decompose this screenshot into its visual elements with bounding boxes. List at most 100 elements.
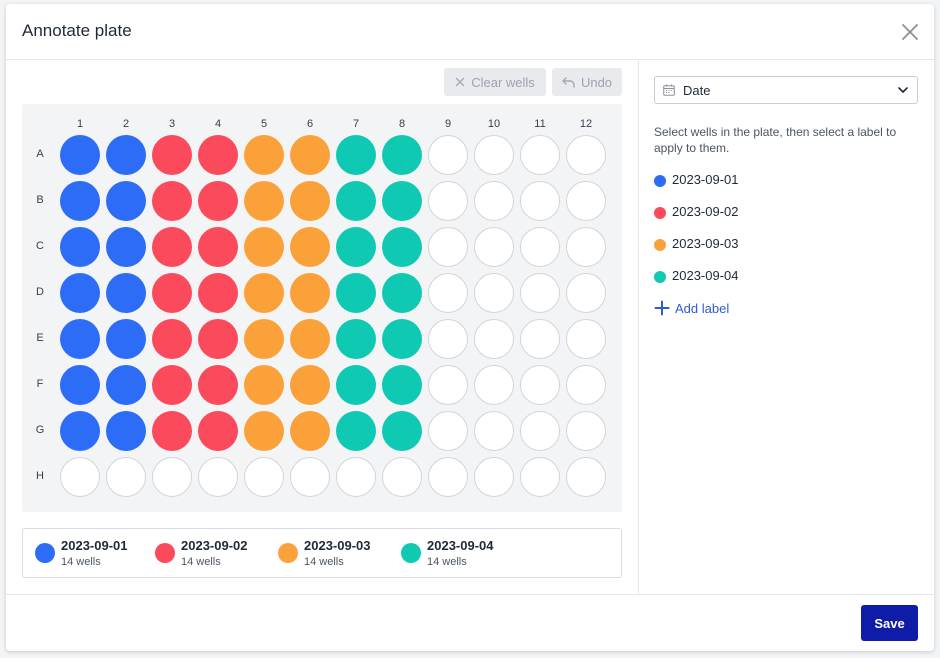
well-D9[interactable]	[428, 273, 468, 313]
well-E4[interactable]	[198, 319, 238, 359]
well-C11[interactable]	[520, 227, 560, 267]
well-B2[interactable]	[106, 181, 146, 221]
well-G9[interactable]	[428, 411, 468, 451]
well-B4[interactable]	[198, 181, 238, 221]
well-A10[interactable]	[474, 135, 514, 175]
well-E3[interactable]	[152, 319, 192, 359]
well-G6[interactable]	[290, 411, 330, 451]
well-G7[interactable]	[336, 411, 376, 451]
well-H12[interactable]	[566, 457, 606, 497]
well-E12[interactable]	[566, 319, 606, 359]
well-G11[interactable]	[520, 411, 560, 451]
add-label-button[interactable]: Add label	[654, 298, 729, 318]
well-C5[interactable]	[244, 227, 284, 267]
well-D7[interactable]	[336, 273, 376, 313]
well-G12[interactable]	[566, 411, 606, 451]
well-H4[interactable]	[198, 457, 238, 497]
well-A8[interactable]	[382, 135, 422, 175]
well-E10[interactable]	[474, 319, 514, 359]
well-G8[interactable]	[382, 411, 422, 451]
well-A2[interactable]	[106, 135, 146, 175]
well-A9[interactable]	[428, 135, 468, 175]
well-D6[interactable]	[290, 273, 330, 313]
well-D5[interactable]	[244, 273, 284, 313]
well-F6[interactable]	[290, 365, 330, 405]
close-button[interactable]	[900, 22, 920, 42]
well-F8[interactable]	[382, 365, 422, 405]
well-C4[interactable]	[198, 227, 238, 267]
well-B1[interactable]	[60, 181, 100, 221]
well-F9[interactable]	[428, 365, 468, 405]
well-C12[interactable]	[566, 227, 606, 267]
well-H10[interactable]	[474, 457, 514, 497]
well-D11[interactable]	[520, 273, 560, 313]
well-E11[interactable]	[520, 319, 560, 359]
well-E2[interactable]	[106, 319, 146, 359]
well-E5[interactable]	[244, 319, 284, 359]
well-C2[interactable]	[106, 227, 146, 267]
well-G10[interactable]	[474, 411, 514, 451]
well-F2[interactable]	[106, 365, 146, 405]
well-E8[interactable]	[382, 319, 422, 359]
well-F1[interactable]	[60, 365, 100, 405]
well-F5[interactable]	[244, 365, 284, 405]
well-B8[interactable]	[382, 181, 422, 221]
well-C3[interactable]	[152, 227, 192, 267]
undo-button[interactable]: Undo	[552, 68, 622, 96]
well-F7[interactable]	[336, 365, 376, 405]
well-E7[interactable]	[336, 319, 376, 359]
well-D8[interactable]	[382, 273, 422, 313]
well-D10[interactable]	[474, 273, 514, 313]
well-C1[interactable]	[60, 227, 100, 267]
well-H7[interactable]	[336, 457, 376, 497]
well-H3[interactable]	[152, 457, 192, 497]
well-A4[interactable]	[198, 135, 238, 175]
well-D4[interactable]	[198, 273, 238, 313]
well-C8[interactable]	[382, 227, 422, 267]
well-B6[interactable]	[290, 181, 330, 221]
well-G5[interactable]	[244, 411, 284, 451]
well-F11[interactable]	[520, 365, 560, 405]
well-D2[interactable]	[106, 273, 146, 313]
well-A3[interactable]	[152, 135, 192, 175]
well-B7[interactable]	[336, 181, 376, 221]
well-A1[interactable]	[60, 135, 100, 175]
well-A11[interactable]	[520, 135, 560, 175]
well-G3[interactable]	[152, 411, 192, 451]
well-F12[interactable]	[566, 365, 606, 405]
well-H6[interactable]	[290, 457, 330, 497]
well-C6[interactable]	[290, 227, 330, 267]
well-G2[interactable]	[106, 411, 146, 451]
well-A12[interactable]	[566, 135, 606, 175]
well-E6[interactable]	[290, 319, 330, 359]
well-H11[interactable]	[520, 457, 560, 497]
well-H9[interactable]	[428, 457, 468, 497]
well-E1[interactable]	[60, 319, 100, 359]
well-G1[interactable]	[60, 411, 100, 451]
well-E9[interactable]	[428, 319, 468, 359]
save-button[interactable]: Save	[861, 605, 918, 641]
well-G4[interactable]	[198, 411, 238, 451]
well-A7[interactable]	[336, 135, 376, 175]
well-C10[interactable]	[474, 227, 514, 267]
well-D12[interactable]	[566, 273, 606, 313]
well-F10[interactable]	[474, 365, 514, 405]
well-B9[interactable]	[428, 181, 468, 221]
well-F4[interactable]	[198, 365, 238, 405]
well-B5[interactable]	[244, 181, 284, 221]
well-H5[interactable]	[244, 457, 284, 497]
well-C7[interactable]	[336, 227, 376, 267]
well-D3[interactable]	[152, 273, 192, 313]
well-B10[interactable]	[474, 181, 514, 221]
well-B3[interactable]	[152, 181, 192, 221]
well-H1[interactable]	[60, 457, 100, 497]
well-C9[interactable]	[428, 227, 468, 267]
well-F3[interactable]	[152, 365, 192, 405]
well-B11[interactable]	[520, 181, 560, 221]
well-A5[interactable]	[244, 135, 284, 175]
well-A6[interactable]	[290, 135, 330, 175]
well-D1[interactable]	[60, 273, 100, 313]
well-H8[interactable]	[382, 457, 422, 497]
clear-wells-button[interactable]: Clear wells	[444, 68, 546, 96]
well-B12[interactable]	[566, 181, 606, 221]
